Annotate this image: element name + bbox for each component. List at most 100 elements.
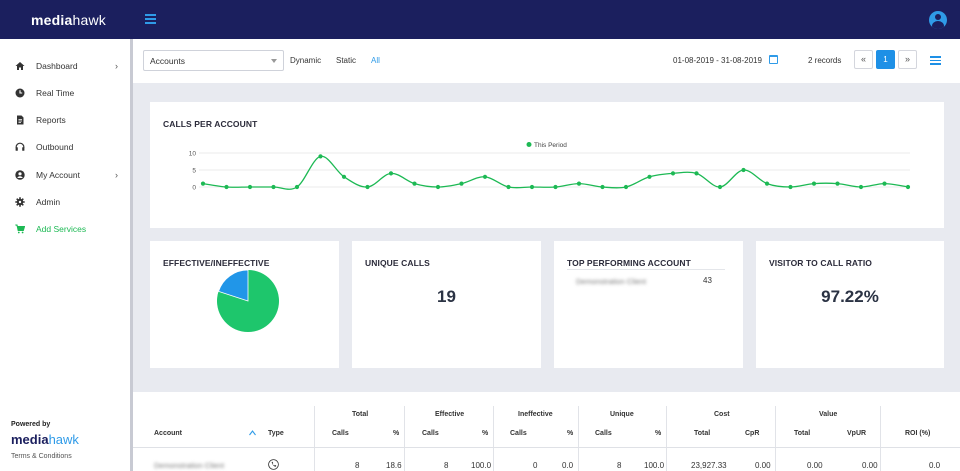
sidebar-item-reports[interactable]: Reports bbox=[0, 110, 130, 130]
effective-ineffective-card: EFFECTIVE/INEFFECTIVE bbox=[150, 241, 339, 368]
data-point bbox=[271, 184, 276, 190]
row-account-name[interactable]: Demonstration Client bbox=[154, 461, 225, 470]
data-point bbox=[365, 184, 370, 190]
data-point bbox=[600, 184, 605, 190]
data-point bbox=[506, 184, 511, 190]
sidebar-scrollbar[interactable] bbox=[130, 39, 133, 471]
date-range[interactable]: 01-08-2019 - 31-08-2019 bbox=[673, 56, 762, 65]
card-title: VISITOR TO CALL RATIO bbox=[769, 258, 873, 268]
filter-tab-all[interactable]: All bbox=[371, 56, 380, 65]
sidebar: Dashboard › Real Time Reports Outbound M… bbox=[0, 39, 130, 471]
data-point bbox=[835, 181, 840, 186]
card-title: CALLS PER ACCOUNT bbox=[163, 119, 258, 129]
data-point bbox=[388, 171, 394, 176]
column-header-cost-total[interactable]: Total bbox=[694, 430, 711, 437]
document-icon bbox=[17, 115, 24, 125]
pager-page-button[interactable]: 1 bbox=[876, 50, 895, 69]
sidebar-item-add-services[interactable]: Add Services bbox=[0, 219, 130, 239]
divider bbox=[567, 269, 725, 270]
brand-logo[interactable]: mediahawk bbox=[31, 12, 106, 28]
group-header-cost: Cost bbox=[714, 411, 730, 418]
column-header-account[interactable]: Account bbox=[154, 430, 182, 437]
pager-first-button[interactable]: « bbox=[854, 50, 873, 69]
y-tick-label: 10 bbox=[189, 151, 197, 158]
chevron-right-icon: › bbox=[115, 170, 118, 180]
data-point bbox=[788, 184, 793, 190]
column-header-type[interactable]: Type bbox=[268, 430, 284, 437]
row-value-total: 0.00 bbox=[807, 461, 823, 470]
data-point bbox=[553, 184, 558, 190]
group-header-unique: Unique bbox=[610, 411, 634, 418]
account-select[interactable]: Accounts bbox=[143, 50, 284, 71]
gear-icon bbox=[15, 197, 25, 207]
filter-bar: Accounts Dynamic Static All 01-08-2019 -… bbox=[133, 39, 960, 83]
data-point bbox=[764, 181, 770, 186]
sidebar-item-outbound[interactable]: Outbound bbox=[0, 137, 130, 157]
data-point bbox=[858, 184, 864, 190]
data-point bbox=[741, 167, 746, 173]
row-total-calls: 8 bbox=[355, 461, 360, 470]
row-ineffective-calls: 0 bbox=[533, 461, 538, 470]
column-header-total-pct[interactable]: % bbox=[393, 430, 400, 437]
pager-last-button[interactable]: » bbox=[898, 50, 917, 69]
group-header-ineffective: Ineffective bbox=[518, 411, 553, 418]
column-header-unique-calls[interactable]: Calls bbox=[595, 430, 612, 437]
data-point bbox=[647, 174, 652, 179]
sidebar-item-dashboard[interactable]: Dashboard › bbox=[0, 56, 130, 76]
visitor-to-call-ratio-value: 97.22% bbox=[821, 287, 879, 306]
column-header-value-total[interactable]: Total bbox=[794, 430, 811, 437]
filter-tab-static[interactable]: Static bbox=[336, 56, 357, 65]
top-account-name[interactable]: Demonstration Client bbox=[576, 277, 647, 286]
powered-by-label: Powered by bbox=[11, 421, 51, 428]
hamburger-menu-icon[interactable] bbox=[145, 14, 156, 24]
calendar-icon[interactable] bbox=[769, 55, 778, 64]
calls-per-account-card: CALLS PER ACCOUNT 10 5 0 This Period bbox=[150, 102, 944, 228]
card-title: TOP PERFORMING ACCOUNT bbox=[567, 258, 691, 268]
chevron-right-icon: › bbox=[115, 61, 118, 71]
row-total-pct: 18.6 bbox=[386, 461, 402, 470]
data-point bbox=[623, 184, 629, 190]
unique-calls-card: UNIQUE CALLS 19 bbox=[352, 241, 541, 368]
column-header-ineffective-pct[interactable]: % bbox=[567, 430, 574, 437]
data-point bbox=[717, 184, 723, 190]
column-header-ineffective-calls[interactable]: Calls bbox=[510, 430, 527, 437]
calls-line-chart: 10 5 0 This Period bbox=[189, 142, 911, 192]
row-unique-pct: 100.0 bbox=[644, 461, 665, 470]
accounts-table: Total Effective Ineffective Unique Cost … bbox=[133, 392, 960, 471]
user-account-icon[interactable] bbox=[929, 11, 947, 29]
group-header-value: Value bbox=[819, 411, 838, 418]
column-header-cpr[interactable]: CpR bbox=[745, 430, 760, 437]
row-effective-pct: 100.0 bbox=[471, 461, 492, 470]
sidebar-item-admin[interactable]: Admin bbox=[0, 192, 130, 212]
row-cpr: 0.00 bbox=[755, 461, 771, 470]
phone-icon bbox=[268, 459, 279, 470]
data-point bbox=[247, 184, 253, 190]
column-header-effective-pct[interactable]: % bbox=[482, 430, 489, 437]
terms-link[interactable]: Terms & Conditions bbox=[11, 453, 72, 460]
column-header-roi[interactable]: ROI (%) bbox=[905, 430, 931, 437]
data-point bbox=[200, 181, 206, 186]
cart-icon bbox=[15, 224, 25, 234]
records-count: 2 records bbox=[808, 56, 842, 65]
sidebar-item-label: Dashboard bbox=[36, 61, 78, 71]
list-menu-icon[interactable] bbox=[930, 56, 941, 65]
top-account-value: 43 bbox=[703, 276, 712, 285]
row-effective-calls: 8 bbox=[444, 461, 449, 470]
column-header-total-calls[interactable]: Calls bbox=[332, 430, 349, 437]
card-title: EFFECTIVE/INEFFECTIVE bbox=[163, 258, 270, 268]
column-header-unique-pct[interactable]: % bbox=[655, 430, 662, 437]
sidebar-item-my-account[interactable]: My Account › bbox=[0, 165, 130, 185]
top-performing-account-card: TOP PERFORMING ACCOUNT Demonstration Cli… bbox=[554, 241, 743, 368]
row-unique-calls: 8 bbox=[617, 461, 622, 470]
sort-asc-icon[interactable] bbox=[249, 430, 256, 436]
data-point bbox=[459, 181, 464, 186]
column-header-effective-calls[interactable]: Calls bbox=[422, 430, 439, 437]
ineffective-slice[interactable] bbox=[218, 269, 249, 302]
column-header-vpur[interactable]: VpUR bbox=[847, 430, 867, 437]
y-tick-label: 0 bbox=[192, 185, 196, 192]
data-point bbox=[412, 181, 417, 186]
sidebar-item-label: Real Time bbox=[36, 88, 75, 98]
filter-tab-dynamic[interactable]: Dynamic bbox=[290, 56, 322, 65]
sidebar-item-real-time[interactable]: Real Time bbox=[0, 83, 130, 103]
sidebar-item-label: Admin bbox=[36, 197, 61, 207]
